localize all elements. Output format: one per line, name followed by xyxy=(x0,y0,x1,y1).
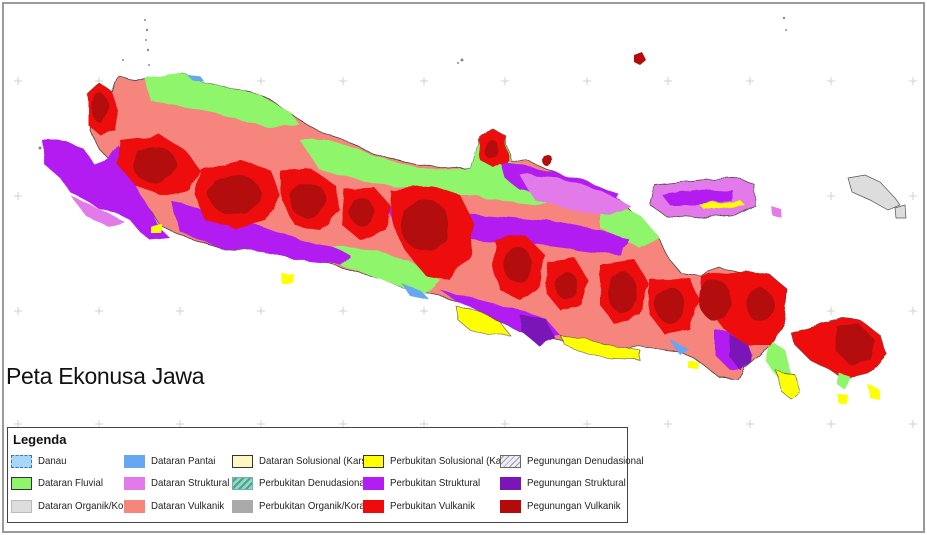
legend-item-dataran-vulkanik: Dataran Vulkanik xyxy=(124,498,231,514)
karst-plain-swatch-icon xyxy=(232,454,253,468)
structural-mountain-swatch-icon xyxy=(500,476,521,490)
structural-plain-swatch-icon xyxy=(124,476,145,490)
small-islands xyxy=(38,16,907,219)
legend-item-dataran-solusional: Dataran Solusional (Karst) xyxy=(232,453,382,469)
structural-hill-swatch-icon xyxy=(363,476,384,490)
karst-hill-swatch-icon xyxy=(363,454,384,468)
volcanic-mountain-swatch-icon xyxy=(500,499,521,513)
legend-item-danau: Danau xyxy=(11,453,69,469)
legend-item-perbukitan-vulkanik: Perbukitan Vulkanik xyxy=(363,498,482,514)
legend-item-pegunungan-denudasional: Pegunungan Denudasional xyxy=(500,453,654,469)
legend-item-dataran-fluvial: Dataran Fluvial xyxy=(11,475,109,491)
denudational-mountain-swatch-icon xyxy=(500,454,521,468)
legend-item-pegunungan-vulkanik: Pegunungan Vulkanik xyxy=(500,498,629,514)
denudational-hill-swatch-icon xyxy=(232,476,253,490)
coastal-plain-swatch-icon xyxy=(124,454,145,468)
legend-item-dataran-organik: Dataran Organik/Koral xyxy=(11,498,142,514)
legend-item-perbukitan-struktural: Perbukitan Struktural xyxy=(363,475,488,491)
map-title: Peta Ekonusa Jawa xyxy=(6,363,205,389)
legend-item-perbukitan-solusional: Perbukitan Solusional (Karst) xyxy=(363,453,526,469)
legend-item-perbukitan-organik: Perbukitan Organik/Koral xyxy=(232,498,376,514)
legend-item-dataran-pantai: Dataran Pantai xyxy=(124,453,221,469)
legend-item-dataran-struktural: Dataran Struktural xyxy=(124,475,236,491)
legend-item-pegunungan-struktural: Pegunungan Struktural xyxy=(500,475,634,491)
organic-plain-swatch-icon xyxy=(11,499,32,513)
java-island xyxy=(42,72,801,399)
legend-item-perbukitan-denudasional: Perbukitan Denudasional xyxy=(232,475,376,491)
lake-swatch-icon xyxy=(11,454,32,468)
legend-title: Legenda xyxy=(13,432,67,447)
volcanic-hill-swatch-icon xyxy=(363,499,384,513)
bali-island xyxy=(688,317,889,405)
madura-island xyxy=(649,177,782,219)
legend-box: Legenda Danau Dataran Fluvial Dataran Or… xyxy=(7,427,644,523)
grid-markers xyxy=(13,77,918,429)
volcanic-plain-swatch-icon xyxy=(124,499,145,513)
organic-hill-swatch-icon xyxy=(232,499,253,513)
fluvial-plain-swatch-icon xyxy=(11,476,32,490)
